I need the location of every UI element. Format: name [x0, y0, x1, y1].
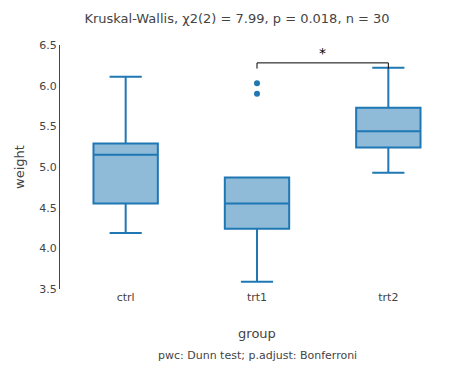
- svg-text:5.5: 5.5: [39, 120, 57, 133]
- svg-text:6.5: 6.5: [39, 39, 57, 52]
- svg-text:group: group: [238, 326, 276, 341]
- svg-text:pwc: Dunn test; p.adjust: Bonf: pwc: Dunn test; p.adjust: Bonferroni: [158, 349, 357, 362]
- svg-text:*: *: [319, 45, 326, 61]
- svg-text:ctrl: ctrl: [117, 291, 135, 304]
- svg-text:4.0: 4.0: [39, 242, 57, 255]
- svg-text:trt2: trt2: [378, 291, 398, 304]
- svg-text:weight: weight: [12, 145, 27, 189]
- svg-text:trt1: trt1: [247, 291, 267, 304]
- svg-text:5.0: 5.0: [39, 161, 57, 174]
- svg-text:6.0: 6.0: [39, 80, 57, 93]
- svg-text:4.5: 4.5: [39, 202, 57, 215]
- svg-text:3.5: 3.5: [39, 283, 57, 296]
- svg-text:Kruskal-Wallis, χ2(2) = 7.99,: Kruskal-Wallis, χ2(2) = 7.99, p = 0.018,…: [84, 11, 389, 26]
